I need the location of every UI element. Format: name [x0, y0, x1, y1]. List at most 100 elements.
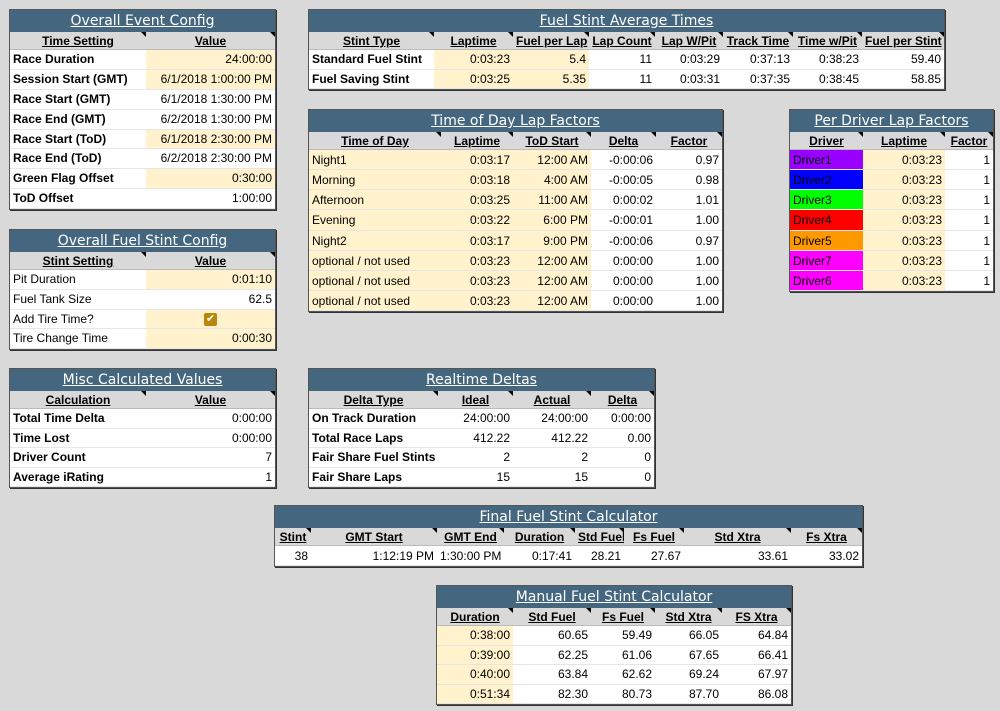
panel-title: Per Driver Lap Factors	[790, 110, 993, 132]
column-header: Track Time	[723, 32, 793, 50]
cell: 24:00:00	[146, 50, 275, 70]
cell: 0	[591, 468, 654, 487]
cell: Race Start (ToD)	[10, 130, 146, 150]
cell: 12:00 AM	[513, 270, 591, 291]
cell: Morning	[309, 170, 441, 191]
cell: -0:00:05	[591, 170, 656, 191]
cell: 4:00 AM	[513, 170, 591, 191]
cell: ToD Offset	[10, 189, 146, 209]
cell: 66.41	[722, 646, 791, 665]
cell: optional / not used	[309, 270, 441, 291]
cell: Driver5	[790, 230, 863, 251]
cell: 0:40:00	[437, 665, 513, 685]
panel: Final Fuel Stint Calculator Stint GMT Star…	[274, 505, 863, 567]
column-header: Value	[146, 252, 275, 270]
cell: 33.02	[791, 546, 862, 566]
cell: 61.06	[591, 646, 655, 665]
panel-title: Realtime Deltas	[309, 369, 654, 391]
cell: 11:00 AM	[513, 190, 591, 211]
cell: 0:51:34	[437, 684, 513, 704]
cell: 11	[589, 50, 655, 70]
cell: 1	[945, 150, 993, 171]
cell: Total Race Laps	[309, 429, 438, 448]
cell: 0:03:25	[434, 69, 513, 89]
cell: Fuel Tank Size	[10, 290, 146, 310]
cell: 0:38:00	[437, 626, 513, 646]
cell: 0:00:00	[591, 271, 656, 291]
cell: 0	[591, 448, 654, 468]
cell: 12:00 AM	[513, 150, 591, 171]
cell: 0:03:23	[863, 170, 945, 191]
cell: 0:30:00	[146, 169, 275, 190]
cell: 0:38:45	[793, 70, 862, 89]
cell: 58.85	[862, 70, 944, 89]
panel-title: Final Fuel Stint Calculator	[275, 506, 862, 528]
cell: 82.30	[513, 685, 591, 704]
cell: 11	[589, 70, 655, 89]
cell: 59.49	[591, 626, 655, 646]
panel: Fuel Stint Average Times Stint Type Laptim…	[308, 9, 945, 90]
cell: 0:17:41	[504, 546, 575, 566]
cell: 0:38:23	[793, 50, 862, 70]
column-header: ToD Start	[513, 132, 591, 150]
cell: 66.05	[655, 626, 722, 646]
checkbox[interactable]: ✔	[204, 312, 217, 326]
cell: 0:03:17	[441, 230, 513, 251]
cell: 1	[945, 271, 993, 291]
cell: Driver7	[790, 250, 863, 271]
column-header: Fuel per Stint	[862, 32, 944, 50]
panel-title: Time of Day Lap Factors	[309, 110, 722, 132]
cell: 0:00:02	[591, 190, 656, 211]
column-header: Value	[146, 32, 275, 50]
column-header: Stint Setting	[10, 252, 146, 270]
column-header: Duration	[504, 528, 575, 546]
panel: Realtime Deltas Delta Type Ideal Actual Delt…	[308, 368, 655, 488]
column-header: Std Xtra	[655, 608, 722, 626]
cell: 412.22	[438, 429, 513, 448]
panel: Time of Day Lap Factors Time of Day Laptim…	[308, 109, 723, 312]
cell: Driver2	[790, 170, 863, 191]
cell: 0:03:23	[441, 290, 513, 311]
cell: 59.40	[862, 50, 944, 70]
cell: 0:03:29	[655, 50, 723, 70]
column-header: Time w/Pit	[793, 32, 862, 50]
cell: Driver4	[790, 210, 863, 231]
cell: 0:03:23	[863, 210, 945, 231]
column-header: FS Xtra	[722, 608, 791, 626]
cell: Race End (ToD)	[10, 149, 146, 170]
cell: 6:00 PM	[513, 210, 591, 231]
cell: -0:00:01	[591, 210, 656, 231]
cell: 0:01:10	[146, 270, 275, 290]
column-header: Lap W/Pit	[655, 32, 723, 50]
cell: 24:00:00	[513, 409, 591, 429]
column-header: Driver	[790, 132, 863, 150]
panel-title: Manual Fuel Stint Calculator	[437, 586, 791, 608]
cell: 0.97	[656, 150, 722, 171]
panel: Overall Fuel Stint Config Stint Setting Va…	[9, 229, 276, 350]
column-header: Laptime	[863, 132, 945, 150]
cell: 0:37:13	[723, 50, 793, 70]
column-header: Stint Type	[309, 32, 434, 50]
cell: -0:00:06	[591, 231, 656, 251]
column-header: Duration	[437, 608, 513, 626]
column-header: Delta Type	[309, 391, 438, 409]
cell: 80.73	[591, 685, 655, 704]
cell: Night1	[309, 150, 441, 171]
cell: 0:03:18	[441, 170, 513, 191]
cell: 0:03:22	[441, 210, 513, 231]
cell: 0:03:23	[434, 50, 513, 70]
cell: 5.4	[513, 50, 589, 70]
cell: 1	[945, 210, 993, 231]
cell: 0:00:30	[146, 329, 275, 349]
cell: Add Tire Time?	[10, 310, 146, 330]
cell: 67.97	[722, 665, 791, 685]
cell: Race Start (GMT)	[10, 90, 146, 110]
cell: 0:39:00	[437, 645, 513, 665]
cell: 0:03:31	[655, 70, 723, 89]
panel-title: Overall Event Config	[10, 10, 275, 32]
cell: 63.84	[513, 665, 591, 685]
cell: 0:03:23	[863, 250, 945, 271]
cell: Time Lost	[10, 429, 146, 448]
column-header: Lap Count	[589, 32, 655, 50]
